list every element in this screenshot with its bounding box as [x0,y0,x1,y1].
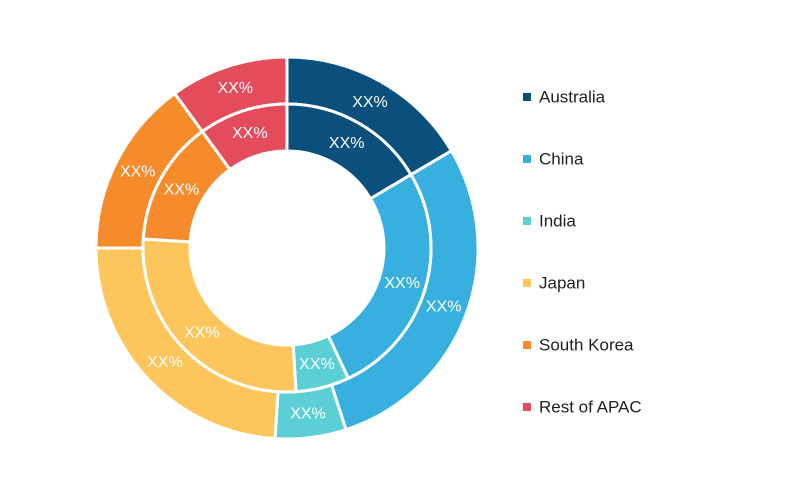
legend-swatch-south-korea [523,341,531,349]
inner-segment-label: XX% [232,125,268,142]
inner-segment-label: XX% [184,325,220,342]
segment-labels: XX%XX%XX%XX%XX%XX%XX%XX%XX%XX%XX%XX% [120,80,462,422]
outer-segment-label: XX% [217,80,253,97]
donut-rings [94,55,480,441]
legend-label-rest-of-apac: Rest of APAC [539,398,642,417]
outer-segment-label: XX% [120,163,156,180]
inner-segment-label: XX% [384,275,420,292]
legend-swatch-japan [523,279,531,287]
inner-segment-label: XX% [299,356,335,373]
legend-swatch-india [523,217,531,225]
legend-label-china: China [539,150,584,169]
inner-segment-label: XX% [164,181,200,198]
legend-label-india: India [539,212,576,231]
outer-segment-label: XX% [352,94,388,111]
legend: Australia China India Japan South Korea Rest … [523,88,642,417]
inner-segment-label: XX% [329,135,365,152]
legend-swatch-china [523,155,531,163]
outer-segment-label: XX% [147,354,183,371]
inner-segment-rest-of-apac [200,102,289,172]
legend-swatch-rest-of-apac [523,403,531,411]
legend-label-japan: Japan [539,274,585,293]
legend-label-australia: Australia [539,88,606,107]
legend-label-south-korea: South Korea [539,336,634,355]
outer-segment-label: XX% [290,406,326,423]
legend-swatch-australia [523,93,531,101]
outer-segment-label: XX% [426,299,462,316]
